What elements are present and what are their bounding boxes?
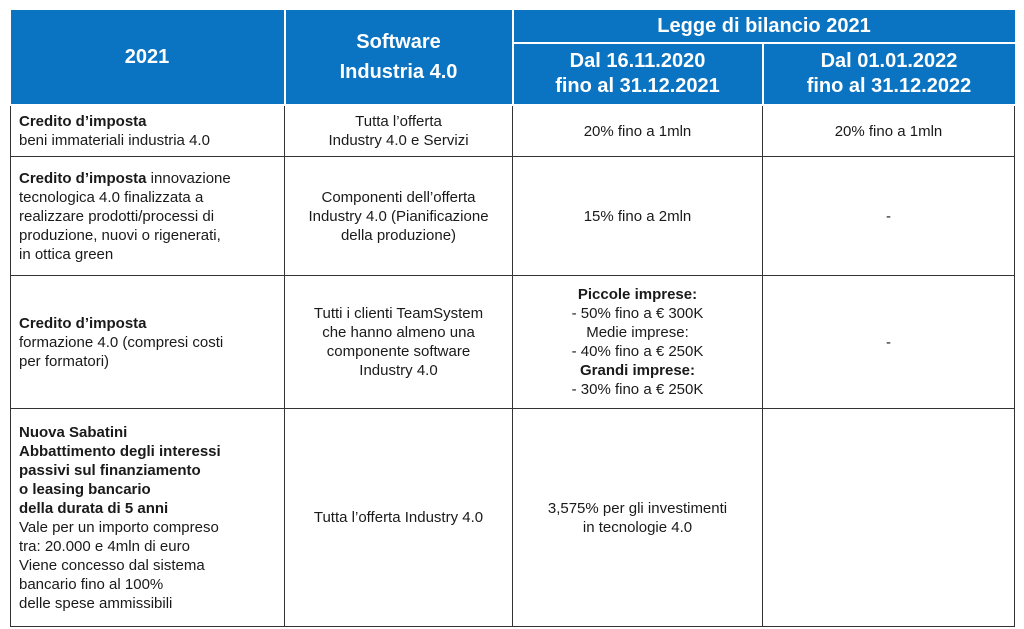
large-business-label: Grandi imprese: (579, 362, 696, 379)
row-title-bold: passivi sul finanziamento (19, 461, 201, 479)
row-title-text: tecnologica 4.0 finalizzata a (19, 188, 204, 206)
row-software: Tutta l’offerta Industry 4.0 (284, 408, 513, 627)
header-period-2: Dal 01.01.2022 fino al 31.12.2022 (762, 43, 1015, 106)
header-period-2-line2: fino al 31.12.2022 (806, 75, 972, 97)
row-software: Componenti dell’offerta Industry 4.0 (Pi… (284, 156, 513, 276)
row-title-text: per formatori) (19, 352, 110, 370)
small-business-label: Piccole imprese: (577, 286, 698, 303)
row-title-text: produzione, nuovi o rigenerati, (19, 226, 221, 244)
row-period-1-value: 3,575% per gli investimenti in tecnologi… (512, 408, 763, 627)
row-title: Credito d’imposta innovazione tecnologic… (10, 156, 285, 276)
row-title-bold: Credito d’imposta (19, 169, 147, 187)
row-title-text: formazione 4.0 (compresi costi (19, 333, 224, 351)
row-period-1-value: 20% fino a 1mln (512, 105, 763, 157)
row-period-1-line: in tecnologie 4.0 (582, 518, 693, 536)
row-title: Credito d’imposta beni immateriali indus… (10, 105, 285, 157)
table-row: Credito d’imposta beni immateriali indus… (10, 105, 1015, 157)
row-title-bold: o leasing bancario (19, 480, 151, 498)
row-software: Tutti i clienti TeamSystem che hanno alm… (284, 275, 513, 409)
row-title-text: bancario fino al 100% (19, 575, 164, 593)
row-software-line: Tutta l’offerta (355, 113, 442, 130)
row-title: Nuova Sabatini Abbattimento degli intere… (10, 408, 285, 627)
row-software-line: Tutti i clienti TeamSystem (313, 305, 484, 322)
table-row: Credito d’imposta innovazione tecnologic… (10, 156, 1015, 276)
table-row: Credito d’imposta formazione 4.0 (compre… (10, 275, 1015, 409)
row-period-2-value: 20% fino a 1mln (762, 105, 1015, 157)
header-period-2-line1: Dal 01.01.2022 (820, 50, 958, 72)
header-period-1: Dal 16.11.2020 fino al 31.12.2021 (512, 43, 764, 106)
row-title-text: tra: 20.000 e 4mln di euro (19, 537, 190, 555)
row-period-2-value (762, 408, 1015, 627)
incentives-table: 2021 Software Industria 4.0 Legge di bil… (10, 10, 1015, 627)
row-title-text: Vale per un importo compreso (19, 518, 219, 536)
row-software-line: Industry 4.0 (Pianificazione (308, 207, 489, 225)
row-title-text: realizzare prodotti/processi di (19, 207, 215, 225)
row-period-1-value: 15% fino a 2mln (512, 156, 763, 276)
header-legge-label: Legge di bilancio 2021 (657, 15, 871, 37)
row-title-text: in ottica green (19, 245, 114, 263)
row-title: Credito d’imposta formazione 4.0 (compre… (10, 275, 285, 409)
header-legge-bilancio: Legge di bilancio 2021 (512, 10, 1015, 44)
row-software-line: Industry 4.0 e Servizi (328, 132, 469, 149)
row-title-bold: Credito d’imposta (19, 314, 147, 332)
row-title-bold: della durata di 5 anni (19, 499, 169, 517)
medium-business-label: Medie imprese: (586, 324, 689, 341)
header-year: 2021 (10, 10, 286, 106)
large-business-value: - 30% fino a € 250K (571, 381, 704, 398)
row-title-text: beni immateriali industria 4.0 (19, 132, 210, 149)
medium-business-value: - 40% fino a € 250K (571, 343, 704, 360)
row-software-line: Componenti dell’offerta (321, 188, 476, 206)
header-period-1-line2: fino al 31.12.2021 (555, 75, 720, 97)
row-software-line: che hanno almeno una (322, 324, 475, 341)
small-business-value: - 50% fino a € 300K (571, 305, 704, 322)
row-period-1-value: Piccole imprese: - 50% fino a € 300K Med… (512, 275, 763, 409)
row-title-bold: Nuova Sabatini (19, 423, 128, 441)
row-title-text: delle spese ammissibili (19, 594, 173, 612)
table-row: Nuova Sabatini Abbattimento degli intere… (10, 408, 1015, 627)
header-software-line1: Software (356, 31, 441, 53)
row-software-line: della produzione) (340, 226, 457, 244)
row-period-1-line: 3,575% per gli investimenti (547, 499, 728, 517)
header-software: Software Industria 4.0 (284, 10, 514, 106)
header-year-label: 2021 (124, 46, 170, 68)
row-title-bold: Credito d’imposta (19, 113, 147, 130)
row-software-line: Industry 4.0 (359, 362, 438, 379)
row-title-text: innovazione (146, 169, 231, 187)
row-title-bold: Abbattimento degli interessi (19, 442, 221, 460)
row-software: Tutta l’offerta Industry 4.0 e Servizi (284, 105, 513, 157)
row-software-line: componente software (326, 343, 471, 360)
row-title-text: Viene concesso dal sistema (19, 556, 205, 574)
header-software-line2: Industria 4.0 (339, 61, 458, 83)
header-period-1-line1: Dal 16.11.2020 (569, 50, 706, 72)
row-period-2-value: - (762, 275, 1015, 409)
row-period-2-value: - (762, 156, 1015, 276)
